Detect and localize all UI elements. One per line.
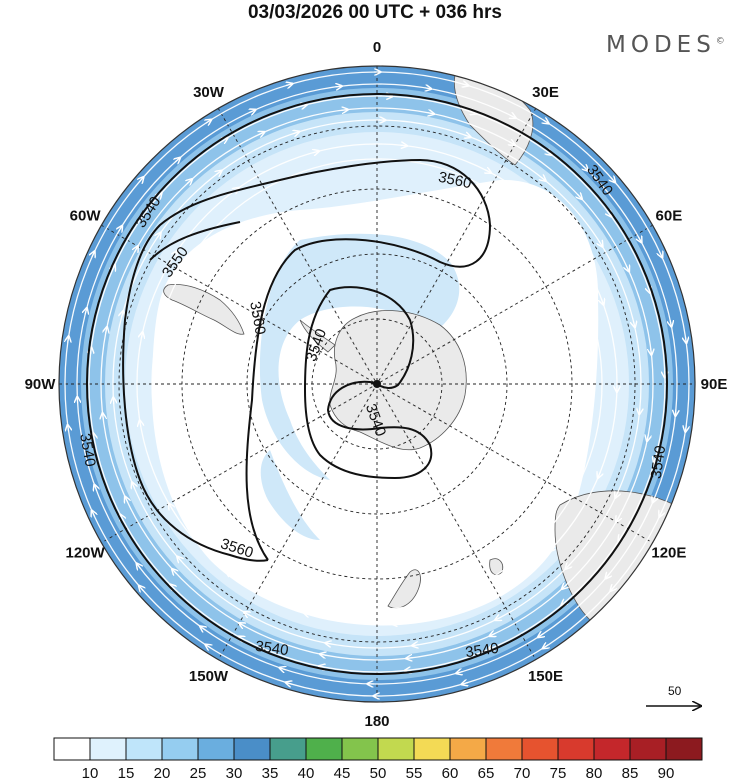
colorbar-swatch xyxy=(305,737,343,761)
colorbar-tick-label: 75 xyxy=(550,765,567,782)
longitude-label: 150W xyxy=(189,668,229,685)
colorbar-swatch xyxy=(341,737,379,761)
longitude-labels: 0 30E 60E 90E 120E 150E 180 150W 120W 90W 60W 30W xyxy=(25,39,728,730)
colorbar-tick-label: 65 xyxy=(478,765,495,782)
map-border xyxy=(58,65,696,703)
colorbar-swatch xyxy=(449,737,487,761)
colorbar-swatch xyxy=(593,737,631,761)
colorbar-swatch xyxy=(377,737,415,761)
colorbar-swatch xyxy=(665,737,703,761)
tasmania xyxy=(489,558,504,576)
longitude-label: 180 xyxy=(364,713,389,730)
colorbar-swatch xyxy=(629,737,667,761)
colorbar-tick-label: 30 xyxy=(226,765,243,782)
reference-vector-value: 50 xyxy=(668,684,682,698)
contour-label: 3540 xyxy=(254,638,289,659)
colorbar-tick-label: 25 xyxy=(190,765,207,782)
south-pole-marker xyxy=(373,380,381,388)
reference-arrow-icon xyxy=(646,696,710,726)
colorbar-swatch xyxy=(521,737,559,761)
colorbar-tick-label: 10 xyxy=(82,765,99,782)
south-america xyxy=(163,283,245,335)
colorbar-tick-label: 55 xyxy=(406,765,423,782)
contour-3540-outer xyxy=(86,93,668,675)
geopotential-contours xyxy=(86,93,668,675)
wind-streamlines xyxy=(64,71,690,697)
colorbar-swatch xyxy=(485,737,523,761)
colorbar-ticks: 10 15 20 25 30 35 40 45 50 55 60 65 70 75 80 85 90 xyxy=(82,765,675,782)
contour-label: 3540 xyxy=(76,432,99,468)
weak-wind-band xyxy=(259,233,460,480)
colorbar-tick-label: 80 xyxy=(586,765,603,782)
map-title: 03/03/2026 00 UTC + 036 hrs xyxy=(247,2,503,23)
colorbar-tick-label: 35 xyxy=(262,765,279,782)
colorbar-tick-label: 15 xyxy=(118,765,135,782)
colorbar-tick-label: 70 xyxy=(514,765,531,782)
contour-3540-inner xyxy=(303,286,433,480)
longitude-label: 120W xyxy=(66,545,106,562)
colorbar-tick-label: 45 xyxy=(334,765,351,782)
colorbar-swatch xyxy=(269,737,307,761)
longitude-label: 90E xyxy=(701,376,728,393)
longitude-label: 60E xyxy=(656,208,683,225)
contour-label: 3540 xyxy=(464,640,499,661)
colorbar-tick-label: 60 xyxy=(442,765,459,782)
modes-logo: MODES© xyxy=(606,32,725,58)
longitude-label: 150E xyxy=(528,668,563,685)
longitude-label: 60W xyxy=(70,208,102,225)
colorbar-swatch xyxy=(413,737,451,761)
colorbar: 10 15 20 25 30 35 40 45 50 55 60 65 70 75 80 85 90 xyxy=(53,737,703,782)
contour-label: 3560 xyxy=(437,169,473,193)
logo-text: MODES xyxy=(606,32,716,58)
antarctica xyxy=(329,310,467,451)
colorbar-swatch xyxy=(233,737,271,761)
colorbar-swatch xyxy=(557,737,595,761)
colorbar-tick-label: 20 xyxy=(154,765,171,782)
longitude-label: 120E xyxy=(651,545,686,562)
colorbar-swatch xyxy=(89,737,127,761)
colorbar-swatch xyxy=(53,737,91,761)
contour-label: 3540 xyxy=(648,444,669,479)
colorbar-swatches xyxy=(53,737,703,761)
longitude-label: 90W xyxy=(25,376,57,393)
colorbar-swatch xyxy=(197,737,235,761)
colorbar-swatch xyxy=(125,737,163,761)
new-zealand xyxy=(387,569,421,609)
streamline-arrows xyxy=(68,72,687,696)
colorbar-tick-label: 40 xyxy=(298,765,315,782)
colorbar-tick-label: 90 xyxy=(658,765,675,782)
contour-label: 3560 xyxy=(246,300,269,336)
colorbar-tick-label: 85 xyxy=(622,765,639,782)
copyright-mark: © xyxy=(715,36,725,47)
colorbar-tick-label: 50 xyxy=(370,765,387,782)
weak-wind-band-south xyxy=(260,450,320,540)
contour-3550 xyxy=(149,221,241,261)
colorbar-swatch xyxy=(161,737,199,761)
longitude-label: 30W xyxy=(193,84,225,101)
contour-3560-main xyxy=(122,158,492,562)
longitude-label: 30E xyxy=(532,84,559,101)
longitude-label: 0 xyxy=(373,39,381,56)
